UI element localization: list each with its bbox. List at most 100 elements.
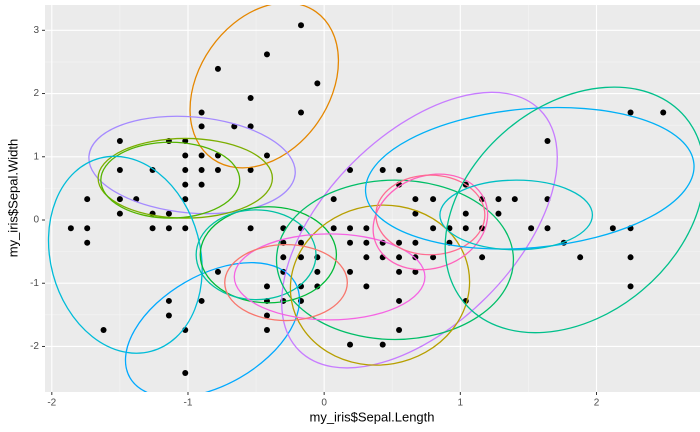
point (412, 239, 419, 246)
point (263, 152, 270, 159)
x-tick-label: 1 (458, 398, 464, 409)
point (149, 225, 156, 232)
ellipse (375, 174, 486, 256)
point (363, 254, 370, 261)
point (396, 167, 403, 174)
point (627, 109, 634, 116)
point (363, 283, 370, 290)
y-tick-label: 1 (33, 151, 39, 162)
point (100, 327, 107, 334)
point (396, 327, 403, 334)
point (330, 225, 337, 232)
point (430, 196, 437, 203)
y-tick-label: -1 (30, 278, 39, 289)
point (462, 225, 469, 232)
point (84, 239, 91, 246)
point (396, 239, 403, 246)
point (660, 109, 667, 116)
point (214, 167, 221, 174)
point (396, 297, 403, 304)
point (412, 210, 419, 217)
point (182, 152, 189, 159)
point (116, 137, 123, 144)
point (182, 225, 189, 232)
ellipse (47, 155, 203, 354)
point (577, 254, 584, 261)
ellipse (189, 5, 340, 169)
point (280, 254, 287, 261)
point (263, 312, 270, 319)
point (247, 167, 254, 174)
point (198, 297, 205, 304)
point (116, 210, 123, 217)
point (412, 196, 419, 203)
point (182, 167, 189, 174)
point (430, 225, 437, 232)
point (528, 225, 535, 232)
point (298, 254, 305, 261)
point (314, 268, 321, 275)
ellipse (364, 106, 695, 250)
y-tick-label: 0 (33, 215, 39, 226)
y-axis-title: my_iris$Sepal.Width (5, 139, 20, 258)
point (165, 210, 172, 217)
ellipse (97, 137, 274, 219)
point (182, 196, 189, 203)
point (214, 65, 221, 72)
point (379, 341, 386, 348)
x-tick-label: 0 (321, 398, 327, 409)
plot-area (47, 5, 700, 392)
point (263, 51, 270, 58)
point (198, 167, 205, 174)
x-tick-label: -1 (184, 398, 193, 409)
point (544, 137, 551, 144)
point (347, 341, 354, 348)
point (198, 181, 205, 188)
point (363, 225, 370, 232)
point (182, 181, 189, 188)
ellipse (281, 91, 558, 369)
point (363, 239, 370, 246)
point (347, 268, 354, 275)
point (198, 152, 205, 159)
point (396, 254, 403, 261)
point (214, 268, 221, 275)
point (298, 239, 305, 246)
x-tick-label: 2 (594, 398, 600, 409)
point (67, 225, 74, 232)
point (149, 167, 156, 174)
grid (45, 5, 700, 392)
point (462, 210, 469, 217)
x-axis-title: my_iris$Sepal.Length (309, 409, 434, 424)
ellipse (444, 86, 700, 334)
point (314, 283, 321, 290)
point (609, 225, 616, 232)
point (396, 268, 403, 275)
point (231, 123, 238, 130)
point (116, 167, 123, 174)
ellipse (275, 179, 515, 341)
ellipse (439, 179, 594, 251)
ellipse (289, 204, 471, 366)
point (247, 225, 254, 232)
point (511, 196, 518, 203)
x-tick-label: -2 (47, 398, 56, 409)
ellipse (199, 206, 338, 304)
point (165, 312, 172, 319)
point (347, 239, 354, 246)
y-tick-label: 3 (33, 25, 39, 36)
ellipse (124, 261, 301, 392)
point (84, 225, 91, 232)
point (495, 196, 502, 203)
point (314, 80, 321, 87)
point (165, 225, 172, 232)
point (495, 210, 502, 217)
point (347, 225, 354, 232)
point (298, 22, 305, 29)
y-tick-label: 2 (33, 88, 39, 99)
point (198, 123, 205, 130)
ellipse (195, 209, 317, 301)
point (347, 167, 354, 174)
point (263, 327, 270, 334)
